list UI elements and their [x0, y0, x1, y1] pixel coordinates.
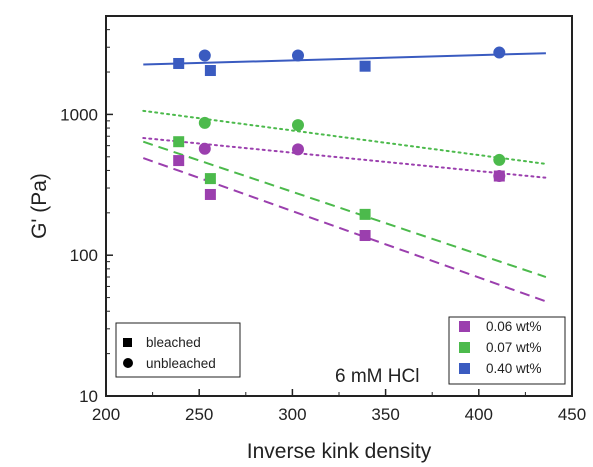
bleached-point — [173, 155, 185, 167]
y-tick-label: 100 — [70, 246, 98, 265]
x-tick-label: 200 — [92, 405, 120, 424]
x-tick-label: 350 — [371, 405, 399, 424]
bleached-legend-label: bleached — [146, 335, 201, 350]
unbleached-point — [198, 116, 211, 129]
x-tick-label: 400 — [465, 405, 493, 424]
legend-swatch-0-07 — [459, 342, 470, 353]
bleached-point — [359, 60, 371, 72]
fit-line-dashed — [142, 140, 547, 278]
bleached-point — [359, 230, 371, 242]
legend-label-0-40: 0.40 wt% — [486, 361, 542, 376]
condition-annotation: 6 mM HCl — [335, 366, 419, 387]
unbleached-point — [198, 49, 211, 62]
y-tick-label: 10 — [79, 387, 98, 406]
legend-swatch-0-06 — [459, 321, 470, 332]
bleached-point — [173, 57, 185, 69]
fit-line-dotted — [142, 136, 547, 179]
bleached-point — [173, 136, 185, 148]
marker-legend: bleached unbleached — [115, 322, 241, 378]
unbleached-legend-label: unbleached — [146, 356, 216, 371]
fit-line-solid — [143, 52, 546, 66]
bleached-point — [204, 173, 216, 185]
fit-line-dotted — [142, 109, 547, 165]
legend-swatch-0-40 — [459, 363, 470, 374]
bleached-legend-symbol — [123, 338, 132, 347]
color-legend: 0.06 wt% 0.07 wt% 0.40 wt% — [448, 316, 566, 385]
x-tick-label: 450 — [558, 405, 586, 424]
axis-ticks: 200 250 300 350 400 450 10 100 1000 — [60, 15, 586, 424]
unbleached-point — [493, 46, 506, 59]
unbleached-point — [198, 142, 211, 155]
unbleached-point — [493, 153, 506, 166]
unbleached-point — [291, 119, 304, 132]
fit-line-dashed — [142, 157, 547, 303]
y-tick-label: 1000 — [60, 105, 98, 124]
x-tick-label: 250 — [185, 405, 213, 424]
legend-label-0-06: 0.06 wt% — [486, 319, 542, 334]
bleached-point — [204, 188, 216, 200]
fit-lines — [142, 52, 547, 303]
x-axis-label: Inverse kink density — [247, 440, 432, 463]
data-points — [173, 46, 506, 242]
bleached-point — [359, 208, 371, 220]
unbleached-point — [493, 170, 506, 183]
y-axis-label: G' (Pa) — [28, 173, 51, 239]
unbleached-legend-symbol — [123, 358, 133, 368]
bleached-point — [204, 65, 216, 77]
x-tick-label: 300 — [278, 405, 306, 424]
unbleached-point — [291, 143, 304, 156]
unbleached-point — [291, 49, 304, 62]
legend-label-0-07: 0.07 wt% — [486, 340, 542, 355]
marker-legend-box — [115, 322, 241, 378]
